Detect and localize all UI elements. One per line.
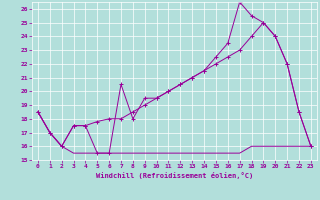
X-axis label: Windchill (Refroidissement éolien,°C): Windchill (Refroidissement éolien,°C) <box>96 172 253 179</box>
